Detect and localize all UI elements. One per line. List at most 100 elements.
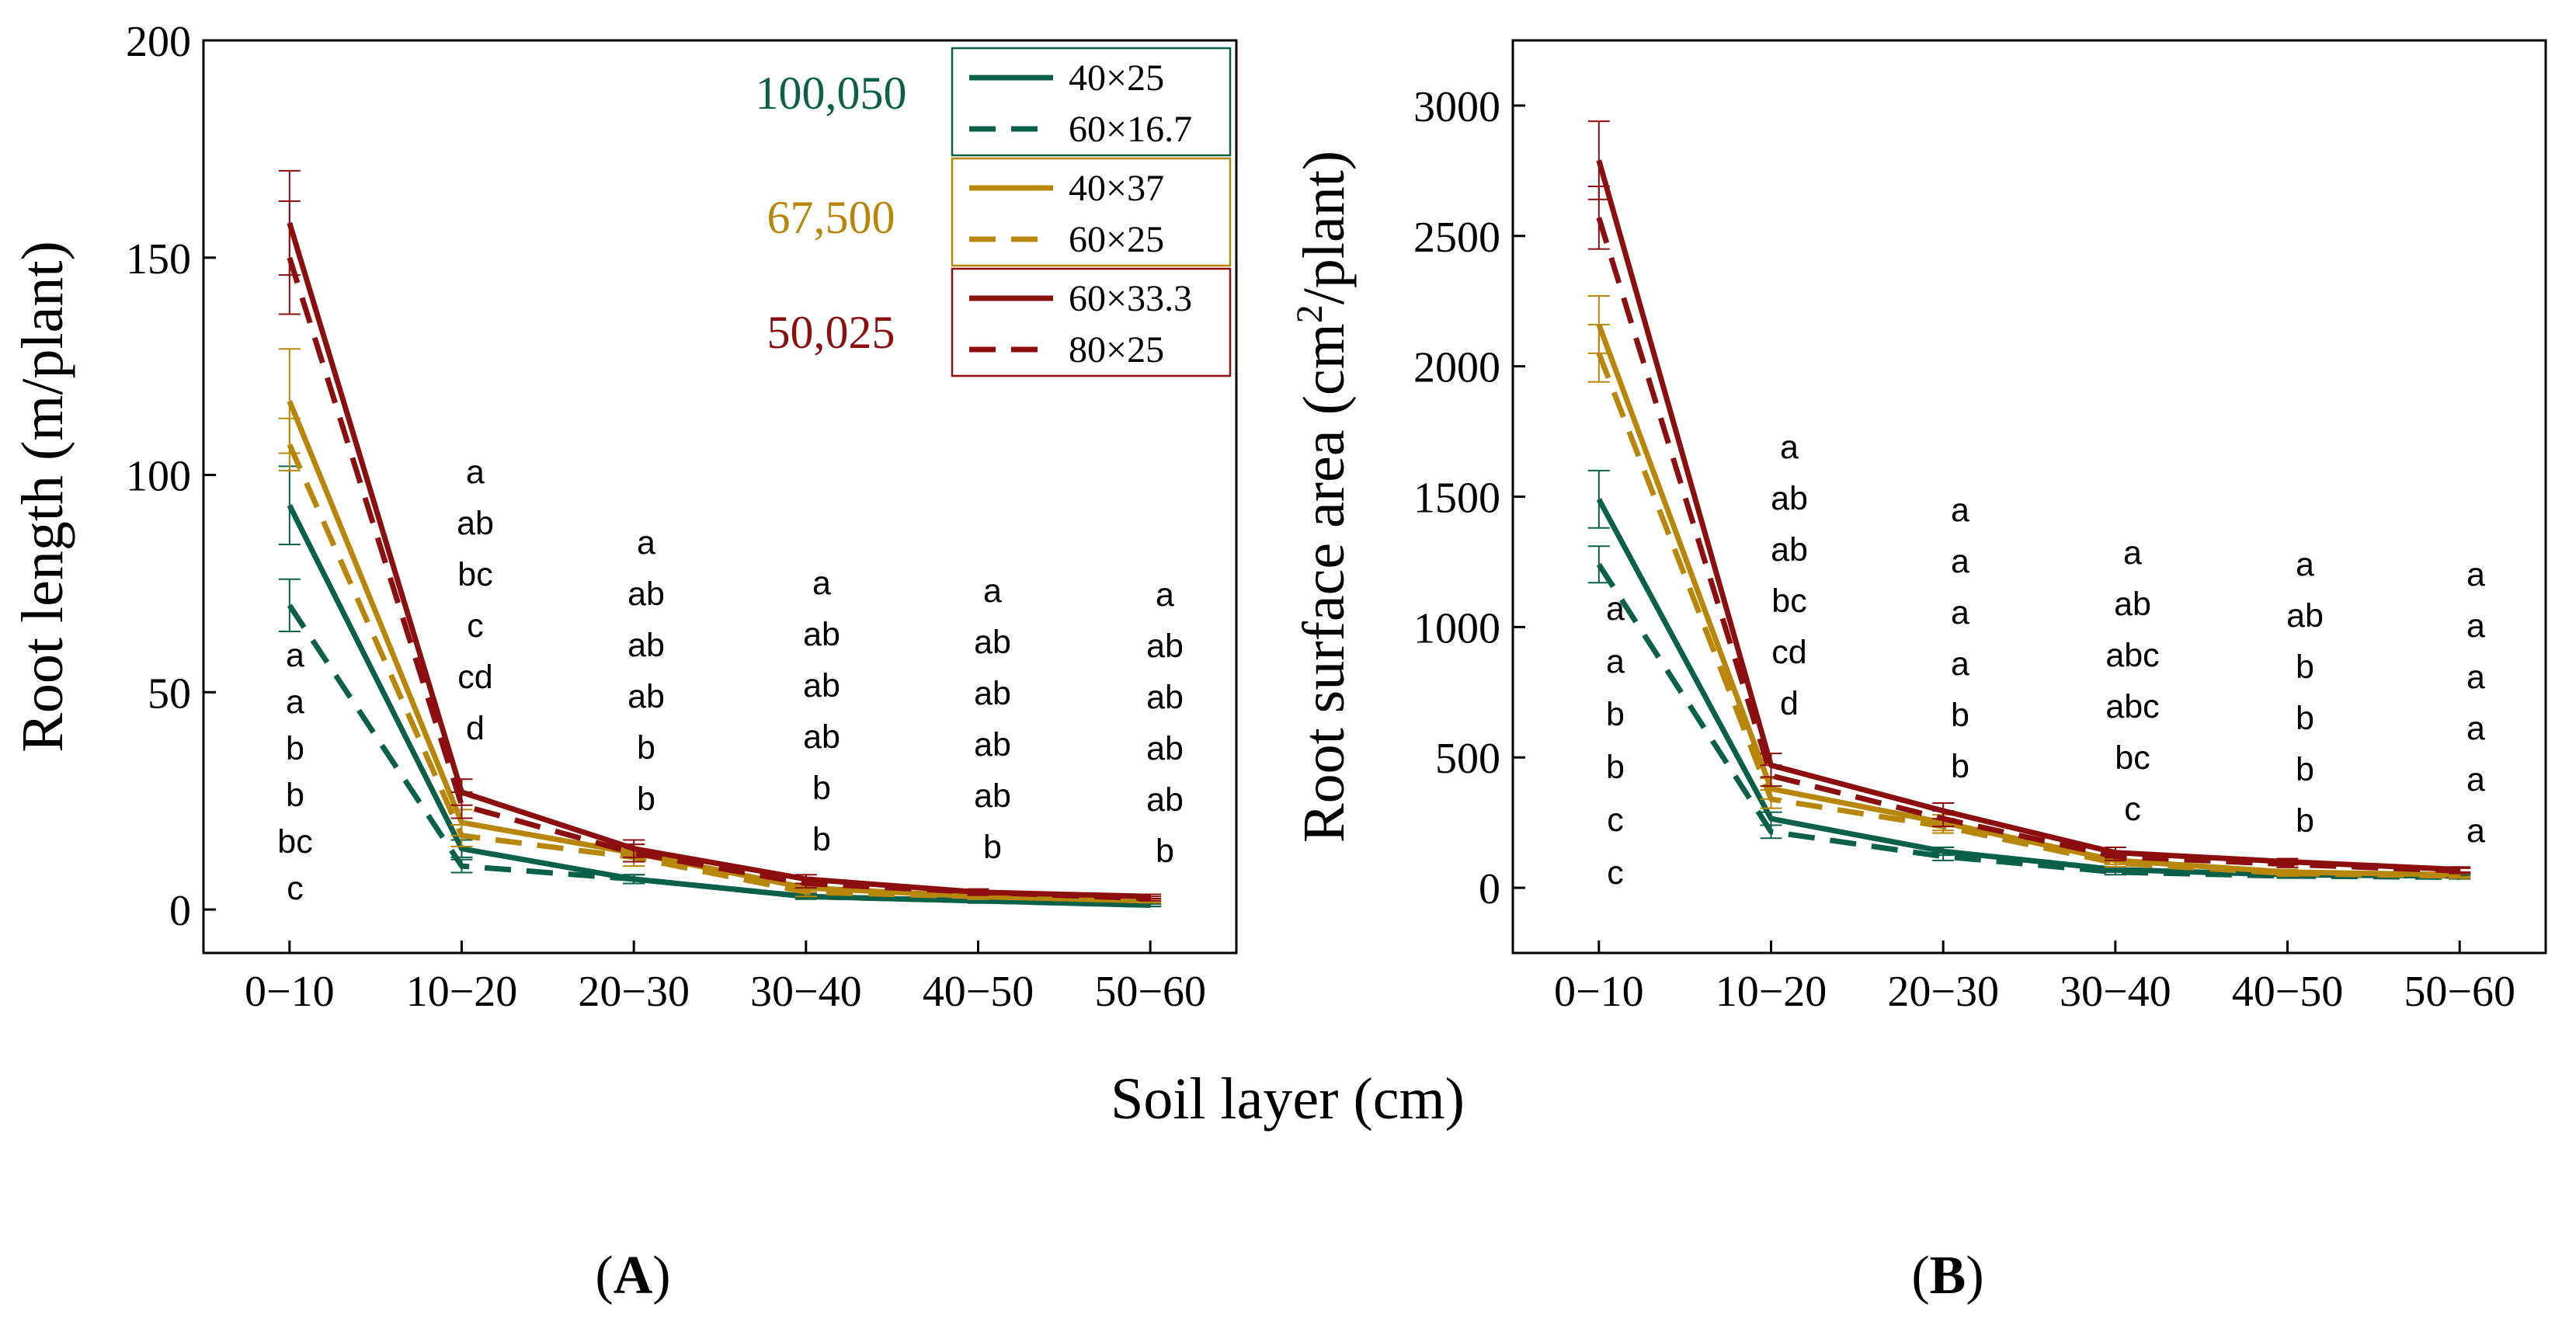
significance-letter: a [2296,546,2314,583]
significance-letter: b [983,829,1002,866]
significance-letter: a [2466,607,2485,645]
significance-letter: ab [627,678,665,715]
significance-letter: a [466,454,485,491]
significance-letter: a [2123,534,2142,572]
y-axis-label-end: /plant) [1291,151,1357,304]
legend-density-label: 100,050 [756,68,907,119]
significance-letter: c [1607,802,1624,839]
significance-letter: a [1951,492,1969,529]
shared-x-axis-label: Soil layer (cm) [1111,1066,1465,1132]
legend-entry-label: 60×33.3 [1069,278,1192,319]
series-60×25 [278,417,1162,904]
legend-entry-label: 60×16.7 [1069,109,1192,150]
x-tick-label: 10−20 [1716,968,1827,1016]
series-line [1596,323,2460,878]
significance-letter: a [2466,761,2485,798]
significance-letter: bc [2115,739,2150,777]
significance-letter: ab [974,675,1011,712]
significance-letter: a [286,683,304,721]
legend-group-box [951,157,1232,267]
significance-letter: b [1156,833,1174,870]
significance-letter: a [2466,659,2485,696]
significance-letter: c [1607,854,1624,892]
plot-frame [202,39,1238,955]
significance-letter: ab [974,726,1011,763]
series-60×16.7 [278,578,1162,908]
series-line [1596,352,2460,879]
significance-letter: b [2296,700,2314,737]
significance-letter: b [2296,802,2314,840]
significance-letter: b [2296,751,2314,788]
series-40×25 [278,465,1162,908]
significance-letter: b [637,781,655,818]
panel-label-a: (A) [595,1246,670,1306]
y-axis-label-superscript: 2 [1289,304,1330,323]
y-tick-label: 2000 [1413,344,1500,392]
significance-letter: ab [1771,531,1808,569]
significance-letter: b [286,730,304,767]
series-line [287,603,1151,908]
significance-letter: c [467,607,484,645]
x-tick-label: 40−50 [923,968,1034,1016]
x-tick-label: 50−60 [1094,968,1206,1016]
y-axis-label-main: Root surface area (cm [1291,323,1357,843]
y-tick-label: 2500 [1413,214,1500,262]
panel-a-chart: 0 50 100 150 200 0−10 10−20 20−30 30−40 40−50 50−6… [10,18,1238,1016]
significance-letter: a [2466,812,2485,850]
significance-letter: a [2466,556,2485,593]
significance-letter: b [637,729,655,767]
legend: 100,050 40×25 60×16.7 67,500 40×37 60×25 50,02… [756,47,1232,377]
significance-letter: a [637,524,655,562]
significance-letter: a [1606,590,1625,628]
significance-letter: a [286,637,304,674]
significance-letter: ab [974,624,1011,661]
significance-letter: abc [2105,637,2159,674]
x-tick-label: 0−10 [245,968,335,1016]
significance-letter: b [1606,696,1625,733]
legend-density-label: 50,025 [767,307,895,358]
plot-frame [1511,39,2547,955]
series-line [287,256,1151,902]
significance-letter: b [286,777,304,814]
legend-entry-label: 40×37 [1069,168,1164,209]
series-line [1596,217,2460,874]
significance-letter: ab [803,667,840,704]
significance-letter: ab [2286,597,2324,635]
x-tick-label: 40−50 [2232,968,2344,1016]
significance-letter: b [1951,697,1969,734]
y-tick-label: 0 [169,887,191,935]
panel-b-chart: 0 500 1000 1500 2000 2500 3000 0−10 10−20 20−30 30… [1289,39,2547,1016]
significance-letter: ab [1146,730,1184,767]
significance-letter: ab [974,777,1011,815]
legend-entry-label: 80×25 [1069,329,1164,370]
series-line [287,504,1151,908]
significance-letter: b [1606,749,1625,786]
series-line [1596,562,2460,881]
significance-letter: ab [803,616,840,653]
significance-letter: b [812,821,831,858]
significance-letter: a [1780,429,1799,466]
legend-group-box [951,267,1232,377]
significance-letter: d [466,710,485,747]
significance-letter: ab [1146,628,1184,665]
significance-letter: bc [1771,582,1806,620]
significance-letter: a [1156,576,1174,614]
series-line [1596,159,2460,873]
significance-letter: a [1606,643,1625,680]
series-line [287,221,1151,899]
significance-letter: b [1951,748,1969,785]
significance-letter: a [2466,710,2485,747]
series-60×16.7 [1587,545,2471,881]
x-tick-label: 30−40 [2060,968,2171,1016]
y-tick-label: 0 [1479,865,1500,913]
significance-letter: ab [457,505,494,542]
significance-letter: ab [1146,781,1184,819]
x-tick-label: 10−20 [406,968,518,1016]
significance-letter: ab [627,627,665,664]
series-80×25 [1587,186,2471,875]
y-tick-label: 100 [126,453,191,501]
significance-letter: ab [1146,679,1184,716]
x-tick-label: 50−60 [2404,968,2515,1016]
significance-letter: a [812,565,831,602]
y-tick-label: 200 [126,18,191,66]
